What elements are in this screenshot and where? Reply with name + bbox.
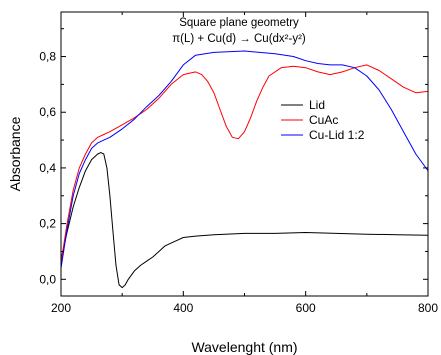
series-line-3 — [61, 50, 428, 269]
series-line-2 — [61, 64, 428, 263]
x-tick-label: 800 — [418, 301, 438, 315]
plot-area-frame — [60, 11, 429, 297]
ticks-layer: 200 400 600 800 0,0 0,2 0,4 0,6 0,8 — [39, 12, 438, 315]
legend-label-2: CuAc — [309, 113, 338, 127]
series-layer — [61, 50, 428, 289]
x-tick-label: 200 — [51, 301, 71, 315]
y-tick-label: 0,6 — [39, 105, 56, 119]
y-tick-label: 0,2 — [39, 217, 56, 231]
annotation-equation: π(L) + Cu(d) → Cu(dx²-y²) — [172, 33, 306, 45]
y-tick-label: 0,0 — [39, 272, 56, 286]
legend-label-3: Cu-Lid 1:2 — [309, 128, 365, 142]
x-axis-title: Wavelenght (nm) — [191, 339, 297, 355]
legend-label-1: Lid — [309, 98, 325, 112]
y-tick-label: 0,4 — [39, 161, 56, 175]
y-tick-label: 0,8 — [39, 50, 56, 64]
x-tick-label: 600 — [296, 301, 316, 315]
annotation-title: Square plane geometry — [179, 17, 299, 29]
y-axis-title: Absorbance — [7, 116, 23, 191]
x-tick-label: 400 — [173, 301, 193, 315]
series-line-1 — [61, 152, 428, 289]
